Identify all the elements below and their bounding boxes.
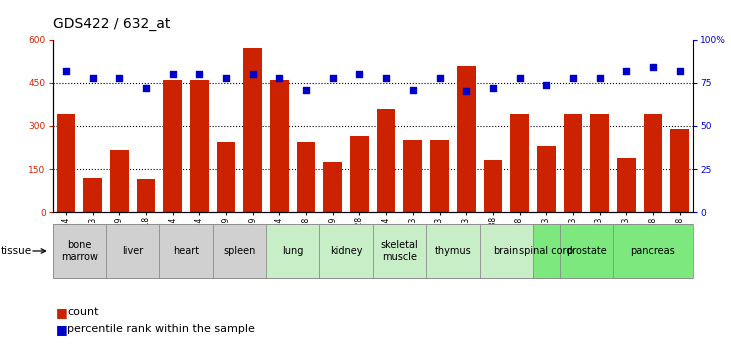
Bar (483, 160, 502, 212)
Point (433, 75, 445, 80)
Bar (243, 48, 262, 212)
Point (354, 71, 366, 77)
Point (327, 75, 338, 80)
Bar (404, 140, 423, 212)
Text: GDS422 / 632_at: GDS422 / 632_at (53, 17, 170, 31)
Bar (590, 115, 609, 212)
Bar (56, 115, 75, 212)
Bar (350, 136, 369, 212)
Point (540, 82, 552, 87)
Point (194, 71, 205, 77)
Point (220, 75, 232, 80)
Bar (53, 224, 106, 278)
Point (300, 87, 312, 92)
Bar (83, 178, 102, 212)
Text: heart: heart (173, 246, 199, 256)
Bar (319, 224, 373, 278)
Bar (564, 115, 583, 212)
Point (247, 71, 259, 77)
Text: spleen: spleen (223, 246, 256, 256)
Point (647, 65, 659, 70)
Point (167, 71, 178, 77)
Text: bone
marrow: bone marrow (61, 240, 98, 262)
Text: prostate: prostate (566, 246, 607, 256)
Text: thymus: thymus (434, 246, 471, 256)
Bar (106, 224, 159, 278)
Point (674, 68, 686, 73)
Point (621, 68, 632, 73)
Text: liver: liver (122, 246, 143, 256)
Point (87, 75, 99, 80)
Text: pancreas: pancreas (631, 246, 675, 256)
Bar (137, 179, 156, 212)
Point (273, 75, 285, 80)
Point (461, 89, 472, 94)
Bar (376, 109, 395, 212)
Bar (270, 80, 289, 212)
Bar (643, 115, 662, 212)
Point (407, 87, 419, 92)
Bar (266, 224, 319, 278)
Bar (613, 224, 693, 278)
Bar (480, 224, 533, 278)
Bar (373, 224, 426, 278)
Text: spinal cord: spinal cord (520, 246, 573, 256)
Point (487, 85, 499, 91)
Point (380, 75, 392, 80)
Bar (213, 224, 266, 278)
Bar (533, 224, 560, 278)
Bar (297, 142, 316, 212)
Bar (457, 66, 476, 212)
Bar (216, 142, 235, 212)
Bar (560, 224, 613, 278)
Bar (670, 129, 689, 212)
Bar (190, 80, 209, 212)
Text: percentile rank within the sample: percentile rank within the sample (67, 325, 255, 334)
Text: brain: brain (493, 246, 519, 256)
Point (514, 75, 526, 80)
Bar (110, 150, 129, 212)
Text: ■: ■ (56, 323, 68, 336)
Bar (537, 146, 556, 212)
Text: kidney: kidney (330, 246, 363, 256)
Bar (323, 162, 342, 212)
Bar (426, 224, 480, 278)
Bar (510, 115, 529, 212)
Text: ■: ■ (56, 306, 68, 319)
Point (567, 75, 579, 80)
Text: count: count (67, 307, 99, 317)
Bar (159, 224, 213, 278)
Bar (163, 80, 182, 212)
Bar (617, 158, 636, 212)
Point (594, 75, 605, 80)
Bar (430, 140, 449, 212)
Point (113, 75, 125, 80)
Text: lung: lung (282, 246, 303, 256)
Text: skeletal
muscle: skeletal muscle (381, 240, 418, 262)
Text: tissue: tissue (1, 246, 32, 256)
Point (60, 68, 72, 73)
Point (140, 85, 152, 91)
